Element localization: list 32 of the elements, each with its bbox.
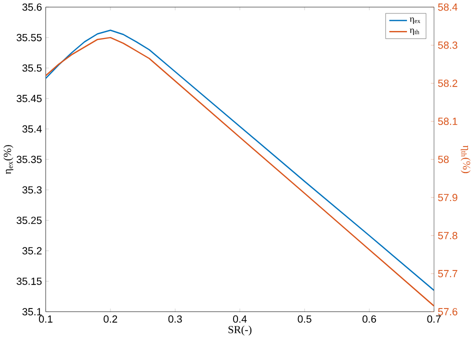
legend-label: η$_{th}$	[410, 28, 420, 36]
y2-tick-label: 58	[438, 156, 449, 164]
y2-tick-label: 57.8	[438, 232, 458, 240]
y2-tick-label: 58.1	[438, 118, 458, 126]
y-tick-label: 35.5	[22, 64, 42, 72]
y-tick-label: 35.3	[22, 186, 42, 194]
y2-axis-title: η$_{th}$(%)	[460, 145, 471, 174]
y-tick-label: 35.15	[16, 278, 42, 285]
x-tick-label: 0.4	[233, 315, 247, 323]
y-tick-label: 35.25	[16, 216, 42, 224]
y-tick-label: 35.4	[22, 125, 42, 133]
legend-label: η$_{ex}$	[410, 18, 420, 24]
y2-tick-label: 57.9	[438, 194, 458, 202]
y-tick-label: 35.45	[16, 94, 42, 102]
x-tick-label: 0.6	[362, 315, 376, 323]
y-tick-label: 35.2	[22, 247, 42, 254]
y2-tick-label: 57.7	[438, 270, 458, 278]
y2-tick-label: 58.3	[438, 42, 458, 49]
x-tick-label: 0.5	[298, 315, 312, 323]
x-tick-label: 0.7	[427, 315, 441, 323]
y2-tick-label: 58.2	[438, 80, 458, 87]
y2-tick-label: 58.4	[438, 3, 458, 11]
y2-tick-label: 57.6	[438, 308, 458, 316]
x-axis-title: SR(-)	[228, 326, 252, 336]
x-tick-label: 0.2	[104, 315, 118, 323]
y-tick-label: 35.35	[16, 156, 42, 164]
y-tick-label: 35.1	[22, 308, 42, 316]
y-tick-label: 35.6	[22, 3, 42, 11]
x-tick-label: 0.1	[38, 315, 52, 323]
x-tick-label: 0.3	[168, 315, 182, 323]
y-tick-label: 35.55	[16, 34, 42, 42]
y-axis-title: η$_{ex}$(%)	[3, 145, 14, 174]
